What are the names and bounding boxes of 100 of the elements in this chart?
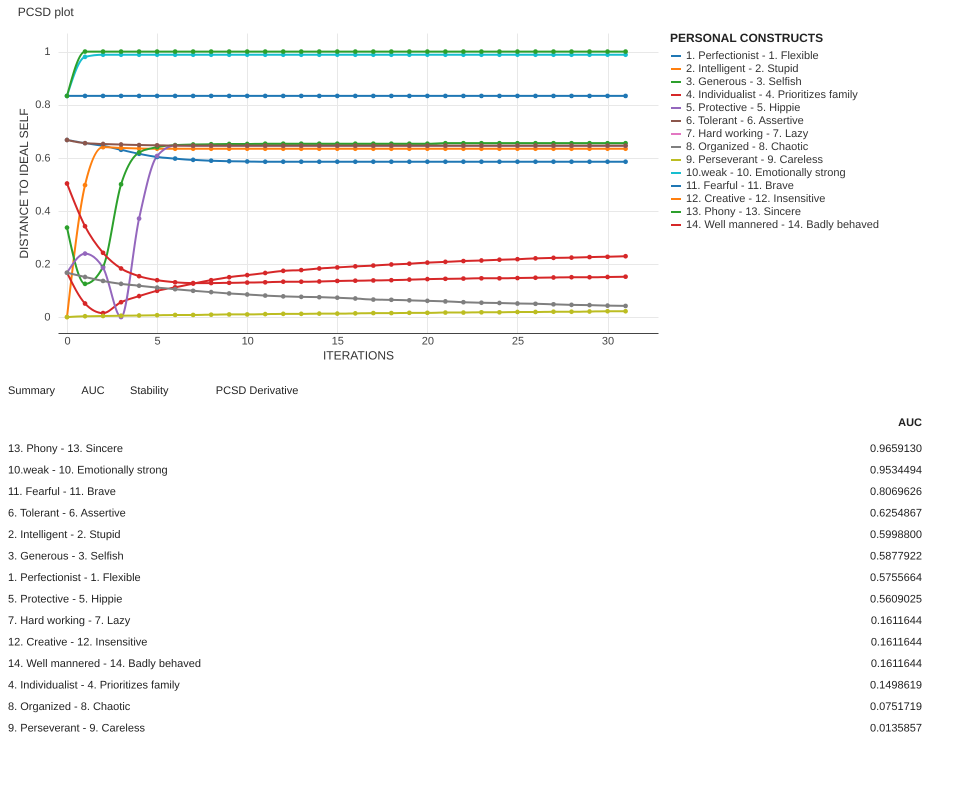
point — [190, 94, 196, 98]
point — [262, 270, 268, 276]
point — [443, 94, 448, 98]
point — [82, 301, 88, 306]
text: 0.1498619 — [870, 680, 922, 692]
text: 0.1611644 — [870, 658, 922, 670]
category-label: 10.weak - 10. Emotionally strong — [8, 464, 168, 476]
point — [533, 301, 538, 306]
point — [479, 49, 484, 54]
text: 0.8069626 — [870, 486, 922, 498]
y-axis-title: DISTANCE TO IDEAL SELF — [17, 108, 32, 259]
point — [407, 298, 412, 303]
point — [370, 310, 376, 316]
text: 0.1611644 — [870, 615, 922, 627]
y-tick-label: 0.8 — [35, 99, 50, 112]
point — [388, 49, 394, 54]
point — [190, 158, 196, 162]
point — [262, 49, 268, 54]
point — [100, 250, 106, 256]
text: 0.5998800 — [870, 529, 922, 541]
point — [388, 310, 394, 316]
point — [623, 94, 628, 98]
point — [388, 159, 394, 164]
point — [515, 276, 520, 280]
point — [479, 300, 484, 306]
point — [461, 300, 466, 305]
point — [425, 260, 430, 265]
point — [425, 94, 430, 98]
point — [388, 262, 394, 267]
point — [82, 251, 88, 256]
point — [244, 312, 250, 317]
point — [497, 94, 502, 98]
point — [100, 94, 106, 98]
point — [533, 94, 538, 98]
point — [82, 49, 88, 54]
point — [334, 159, 340, 164]
point — [100, 278, 106, 284]
point — [605, 308, 610, 314]
point — [172, 156, 178, 161]
text: 0.5877922 — [870, 550, 922, 562]
text: 0.0135857 — [870, 722, 922, 734]
point — [443, 49, 448, 54]
x-tick-label: 30 — [602, 336, 614, 348]
point — [605, 159, 610, 164]
point — [497, 276, 502, 281]
category-label: 3. Generous - 3. Selfish — [8, 550, 124, 562]
point — [461, 310, 466, 315]
x-tick-label: 5 — [154, 336, 161, 348]
point — [136, 313, 142, 318]
point — [316, 266, 322, 271]
point — [623, 308, 628, 314]
point — [443, 159, 448, 164]
point — [515, 159, 520, 164]
point — [515, 301, 520, 306]
point — [118, 94, 124, 98]
point — [569, 49, 574, 54]
point — [479, 276, 484, 281]
point — [623, 254, 628, 259]
point — [154, 285, 160, 290]
x-tick-label: 10 — [242, 336, 254, 348]
point — [334, 278, 340, 284]
point — [407, 94, 412, 98]
point — [226, 274, 232, 280]
point — [298, 94, 304, 98]
text: 0.5755664 — [870, 572, 922, 584]
point — [82, 274, 88, 280]
point — [479, 94, 484, 98]
point — [461, 159, 466, 164]
legend-label: 3. Generous - 3. Selfish — [686, 76, 802, 88]
point — [244, 272, 250, 278]
point — [569, 274, 574, 280]
legend-title: PERSONAL CONSTRUCTS — [670, 31, 824, 45]
point — [479, 310, 484, 315]
chart-title: PCSD plot — [18, 5, 74, 19]
point — [443, 310, 448, 315]
point — [334, 311, 340, 316]
point — [226, 280, 232, 286]
text: 0.6254867 — [870, 508, 922, 520]
point — [443, 299, 448, 304]
point — [208, 49, 214, 54]
point — [352, 49, 358, 54]
point — [172, 280, 178, 285]
point — [587, 159, 592, 164]
point — [352, 311, 358, 316]
point — [443, 276, 448, 282]
point — [136, 283, 142, 288]
text: 0.1611644 — [870, 636, 922, 648]
text: Stability — [130, 385, 170, 397]
point — [64, 181, 70, 186]
point — [82, 182, 88, 188]
y-tick-label: 0 — [44, 312, 50, 324]
point — [352, 278, 358, 284]
point — [82, 224, 88, 229]
point — [425, 310, 430, 316]
point — [316, 94, 322, 98]
category-label: 8. Organized - 8. Chaotic — [8, 701, 131, 713]
point — [154, 49, 160, 54]
point — [551, 256, 556, 260]
point — [352, 94, 358, 98]
point — [316, 279, 322, 284]
